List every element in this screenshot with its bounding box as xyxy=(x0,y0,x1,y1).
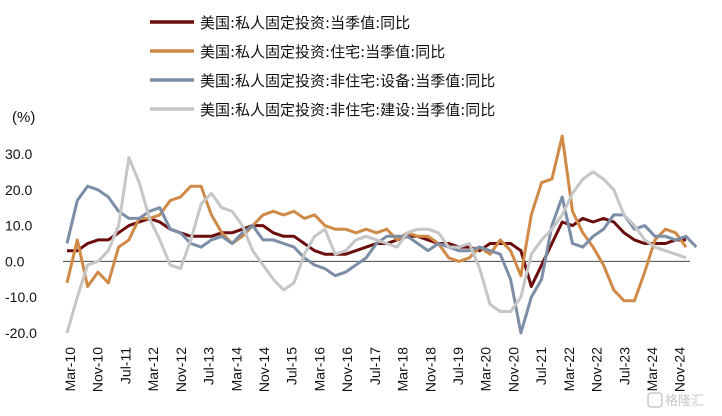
series-line xyxy=(67,216,686,288)
x-tick-label: Mar-20 xyxy=(478,347,494,392)
legend-label: 美国:私人固定投资:当季值:同比 xyxy=(200,14,410,32)
x-tick-label: Nov-24 xyxy=(672,347,688,392)
x-tick-label: Jul-21 xyxy=(533,347,549,385)
x-tick-label: Nov-20 xyxy=(505,347,521,392)
y-tick-label: 10.0 xyxy=(5,218,32,234)
x-tick-label: Mar-22 xyxy=(561,347,577,392)
x-tick-label: Mar-16 xyxy=(311,347,327,392)
x-tick-label: Nov-16 xyxy=(339,347,355,392)
plot-area xyxy=(63,134,698,335)
x-tick-label: Mar-12 xyxy=(145,347,161,392)
x-tick-label: Mar-24 xyxy=(644,347,660,392)
x-tick-label: Jul-23 xyxy=(616,347,632,385)
y-tick-label: -10.0 xyxy=(5,289,37,305)
y-tick-label: -20.0 xyxy=(5,325,37,341)
watermark: 格隆汇 xyxy=(647,392,704,409)
x-tick-label: Mar-14 xyxy=(228,347,244,392)
y-axis: 30.0 20.0 10.0 0.0 -10.0 -20.0 xyxy=(5,146,37,341)
x-tick-label: Jul-11 xyxy=(117,347,133,384)
x-axis: Mar-10 Nov-10 Jul-11 Mar-12 Nov-12 Jul-13 Mar-… xyxy=(62,347,688,392)
series-line xyxy=(65,184,698,335)
series-line xyxy=(65,156,687,334)
x-tick-label: Jul-13 xyxy=(201,347,217,385)
x-tick-label: Nov-14 xyxy=(256,347,272,392)
x-tick-label: Nov-12 xyxy=(173,347,189,392)
x-tick-label: Nov-22 xyxy=(589,347,605,392)
y-tick-label: 20.0 xyxy=(5,182,32,198)
legend-label: 美国:私人固定投资:非住宅:建设:当季值:同比 xyxy=(200,101,495,119)
watermark-text: 格隆汇 xyxy=(665,393,704,409)
y-tick-label: 30.0 xyxy=(5,146,32,162)
legend-label: 美国:私人固定投资:非住宅:设备:当季值:同比 xyxy=(200,72,495,90)
series-line xyxy=(65,134,688,303)
watermark-logo-icon xyxy=(647,392,663,408)
x-tick-label: Jul-19 xyxy=(450,347,466,385)
legend: 美国:私人固定投资:当季值:同比美国:私人固定投资:住宅:当季值:同比美国:私人… xyxy=(150,14,495,119)
y-tick-label: 0.0 xyxy=(5,253,25,269)
x-tick-label: Jul-17 xyxy=(367,347,383,385)
y-axis-unit-label: (%) xyxy=(12,109,35,126)
x-tick-label: Mar-18 xyxy=(395,347,411,392)
x-tick-label: Jul-15 xyxy=(284,347,300,385)
x-tick-label: Mar-10 xyxy=(62,347,78,392)
legend-label: 美国:私人固定投资:住宅:当季值:同比 xyxy=(200,43,445,61)
x-tick-label: Nov-18 xyxy=(422,347,438,392)
x-tick-label: Nov-10 xyxy=(90,347,106,392)
